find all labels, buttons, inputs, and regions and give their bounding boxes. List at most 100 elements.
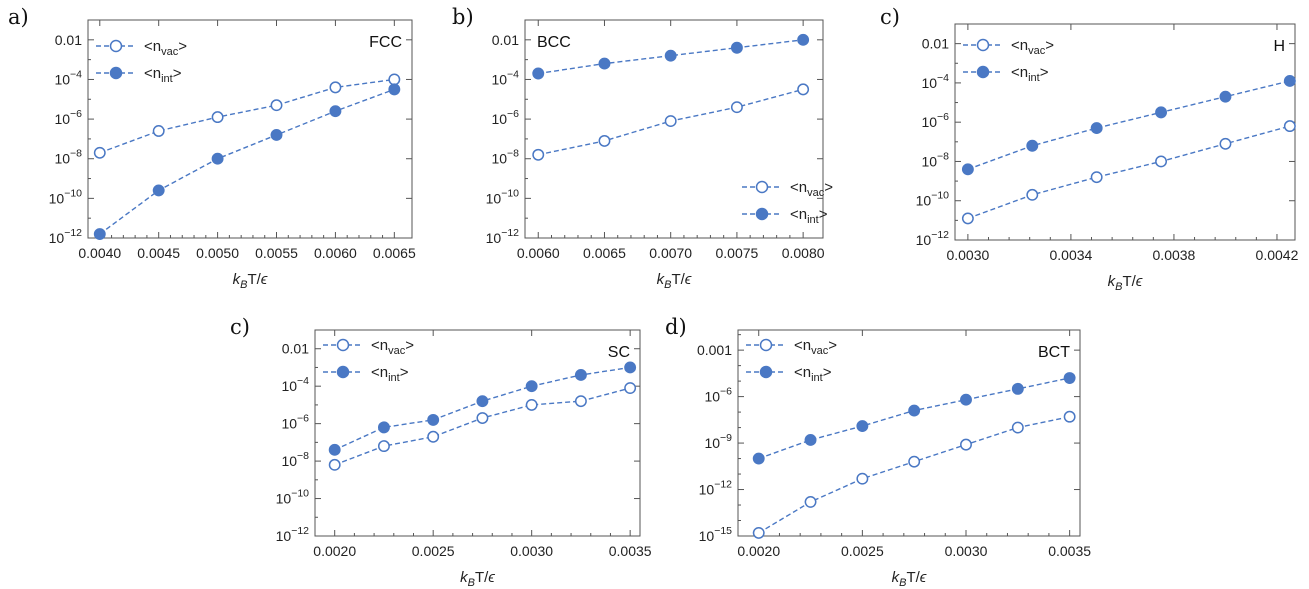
series-line-int (967, 80, 1291, 170)
data-point-int (1090, 122, 1103, 135)
data-point-int (427, 413, 440, 426)
x-tick-label: 0.0020 (737, 543, 780, 559)
legend-marker (109, 39, 123, 53)
y-tick-label: 10−6 (921, 111, 949, 130)
y-tick-label: 0.01 (55, 32, 82, 48)
data-point-int (1155, 106, 1168, 119)
data-point-vac (93, 146, 106, 159)
x-tick-label: 0.0035 (1048, 543, 1091, 559)
y-tick-label: 10−10 (49, 187, 83, 206)
data-point-int (730, 41, 743, 54)
chart-panel-4: c) 0.0020 0.0025 0.0030 0.0035 0.01 10−4 10−6 10… (230, 315, 652, 589)
y-tick-label: 10−4 (281, 375, 309, 394)
data-point-vac (1283, 120, 1296, 133)
x-tick-label: 0.0038 (1153, 247, 1196, 263)
y-tick-label: 0.001 (697, 342, 732, 358)
x-tick-label: 0.0050 (196, 245, 239, 261)
x-tick-label: 0.0030 (945, 543, 988, 559)
data-point-vac (1155, 155, 1168, 168)
y-tick-label: 10−8 (491, 148, 519, 167)
data-point-vac (961, 212, 974, 225)
y-tick-label: 10−12 (49, 227, 83, 246)
x-tick-label: 0.0075 (715, 245, 758, 261)
data-point-int (960, 393, 972, 406)
data-point-vac (908, 455, 921, 468)
plot-frame (87, 19, 413, 239)
legend-marker (759, 338, 773, 352)
y-tick-label: 10−8 (921, 150, 949, 169)
data-point-vac (856, 472, 869, 485)
y-tick-label: 10−12 (276, 525, 310, 544)
legend-label: <nint> (371, 364, 409, 384)
y-tick-label: 10−12 (916, 229, 950, 248)
data-point-int (961, 163, 974, 176)
x-tick-label: 0.0042 (1256, 247, 1299, 263)
y-tick-label: 10−4 (54, 68, 82, 87)
data-point-int (377, 421, 390, 434)
data-point-int (804, 434, 817, 446)
y-tick-label: 10−12 (486, 227, 520, 246)
x-tick-label: 0.0065 (373, 245, 416, 261)
legend: <nvac> <nint> (323, 337, 414, 384)
legend: <nvac> <nint> (746, 337, 837, 384)
legend-label: <nvac> (794, 337, 837, 357)
legend-label: <nvac> (144, 38, 187, 58)
data-point-vac (427, 430, 440, 443)
structure-label: H (1273, 38, 1285, 55)
x-tick-label: 0.0045 (137, 245, 180, 261)
structure-label: BCC (537, 34, 571, 51)
data-point-int (598, 57, 611, 70)
y-tick-label: 10−10 (916, 190, 950, 209)
legend: <nvac> <nint> (96, 38, 187, 85)
data-point-int (388, 83, 401, 96)
data-point-int (532, 67, 545, 80)
structure-label: FCC (369, 34, 402, 51)
data-point-vac (329, 81, 342, 94)
plot-frame (737, 329, 1081, 537)
x-tick-label: 0.0030 (946, 247, 989, 263)
panel-label: c) (880, 5, 900, 29)
data-point-vac (598, 134, 611, 147)
legend: <nvac> <nint> (742, 179, 833, 226)
legend-marker (759, 365, 773, 379)
series-line-int (99, 88, 395, 235)
x-axis-title: kBT/ϵ (657, 271, 692, 291)
data-point-int (328, 443, 341, 456)
data-point-vac (476, 412, 489, 424)
data-point-vac (804, 495, 817, 508)
legend-marker (976, 38, 990, 52)
plot-frame (524, 19, 824, 239)
y-tick-label: 10−6 (54, 108, 82, 127)
data-point-int (1026, 139, 1039, 152)
x-axis-title: kBT/ϵ (460, 569, 495, 589)
data-point-int (1283, 74, 1296, 87)
y-tick-label: 0.01 (922, 36, 949, 52)
data-point-int (908, 404, 921, 417)
legend-marker (336, 365, 350, 379)
data-point-vac (270, 99, 283, 112)
legend-label: <nvac> (371, 337, 414, 357)
y-tick-label: 10−6 (704, 386, 732, 405)
x-tick-label: 0.0060 (314, 245, 357, 261)
data-point-int (211, 152, 224, 165)
x-tick-label: 0.0035 (609, 543, 652, 559)
y-tick-label: 10−12 (699, 479, 733, 498)
y-tick-label: 0.01 (282, 341, 309, 357)
x-tick-label: 0.0025 (412, 543, 455, 559)
data-point-vac (152, 125, 165, 137)
y-tick-label: 0.01 (492, 32, 519, 48)
data-point-vac (1011, 421, 1024, 434)
legend-label: <nint> (794, 364, 832, 384)
plot-frame (314, 329, 641, 537)
data-point-int (329, 105, 342, 118)
data-point-vac (1063, 410, 1076, 423)
data-point-int (270, 128, 283, 141)
y-tick-label: 10−4 (491, 68, 519, 87)
data-point-vac (532, 148, 545, 161)
data-point-vac (1219, 137, 1232, 150)
x-tick-label: 0.0060 (517, 245, 560, 261)
data-point-int (797, 33, 810, 46)
x-tick-label: 0.0055 (255, 245, 298, 261)
data-point-vac (328, 458, 341, 471)
y-tick-label: 10−10 (276, 488, 310, 507)
